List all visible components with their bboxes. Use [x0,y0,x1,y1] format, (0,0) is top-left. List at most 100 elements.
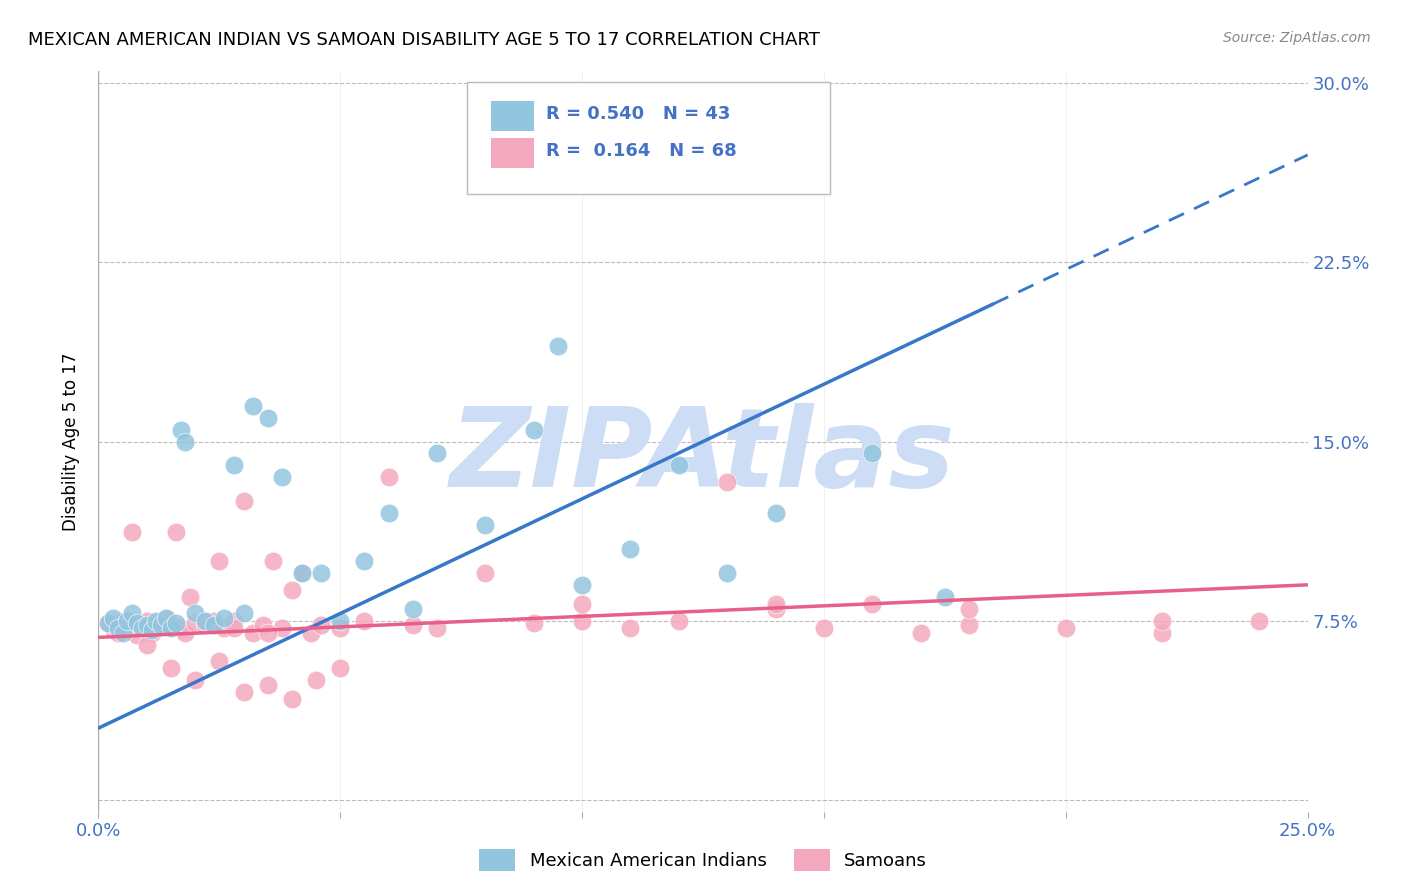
Point [155,611,177,625]
Point [353,614,375,628]
Text: R =  0.164   N = 68: R = 0.164 N = 68 [546,143,737,161]
Point [184,673,207,688]
Point [107,625,129,640]
Point [1152,625,1174,640]
Point [262,554,284,568]
Point [281,692,304,706]
Point [474,518,496,533]
Point [571,614,593,628]
Point [97,615,120,630]
Point [194,614,217,628]
Point [204,614,226,628]
Point [474,566,496,580]
Point [377,470,399,484]
Point [353,554,375,568]
Point [131,621,153,635]
Point [111,625,134,640]
Point [252,618,274,632]
Point [523,423,546,437]
Point [910,625,932,640]
FancyBboxPatch shape [467,82,830,194]
Point [107,621,129,635]
Point [97,615,120,630]
Point [165,615,187,630]
Point [184,615,207,630]
Point [271,621,294,635]
Point [309,618,332,632]
Point [121,607,143,621]
Point [309,566,332,580]
Point [329,621,352,635]
Point [934,590,956,604]
Point [242,399,264,413]
Point [765,506,787,520]
Bar [492,138,534,168]
Point [141,625,163,640]
Point [523,615,546,630]
Point [281,582,304,597]
Point [329,661,352,675]
Point [208,554,231,568]
Point [194,614,217,628]
Point [957,601,980,615]
Point [160,618,183,632]
Point [256,625,278,640]
Point [141,624,163,638]
Point [232,494,254,508]
Point [169,621,191,635]
Point [377,506,399,520]
Point [765,601,787,615]
Point [299,625,322,640]
Point [232,607,254,621]
Point [571,578,593,592]
Point [194,618,217,632]
Point [290,566,312,580]
Point [165,525,187,540]
Point [150,618,173,632]
Point [329,614,352,628]
Point [256,410,278,425]
Point [242,625,264,640]
Point [222,614,245,628]
Point [160,621,183,635]
Point [571,597,593,611]
Point [232,685,254,699]
Point [619,541,641,556]
Point [426,621,449,635]
Point [222,458,245,473]
Point [619,621,641,635]
Point [1152,614,1174,628]
Point [127,628,149,642]
Bar [492,101,534,130]
Point [305,673,328,688]
Text: ZIPAtlas: ZIPAtlas [450,403,956,510]
Point [131,621,153,635]
Point [212,611,235,625]
Y-axis label: Disability Age 5 to 17: Disability Age 5 to 17 [62,352,80,531]
Point [145,621,167,635]
Point [117,614,139,628]
Point [957,618,980,632]
Point [121,525,143,540]
Point [174,625,197,640]
Point [402,601,425,615]
Point [813,621,835,635]
Point [402,618,425,632]
Point [668,614,690,628]
Legend: Mexican American Indians, Samoans: Mexican American Indians, Samoans [472,842,934,879]
Point [222,621,245,635]
Point [290,566,312,580]
Point [271,470,294,484]
Point [160,661,183,675]
Point [135,618,157,632]
Point [127,615,149,630]
Point [256,678,278,692]
Point [145,614,167,628]
Point [204,618,226,632]
Point [174,434,197,449]
Point [135,638,157,652]
Point [101,621,124,635]
Point [150,615,173,630]
Point [155,611,177,625]
Point [765,597,787,611]
